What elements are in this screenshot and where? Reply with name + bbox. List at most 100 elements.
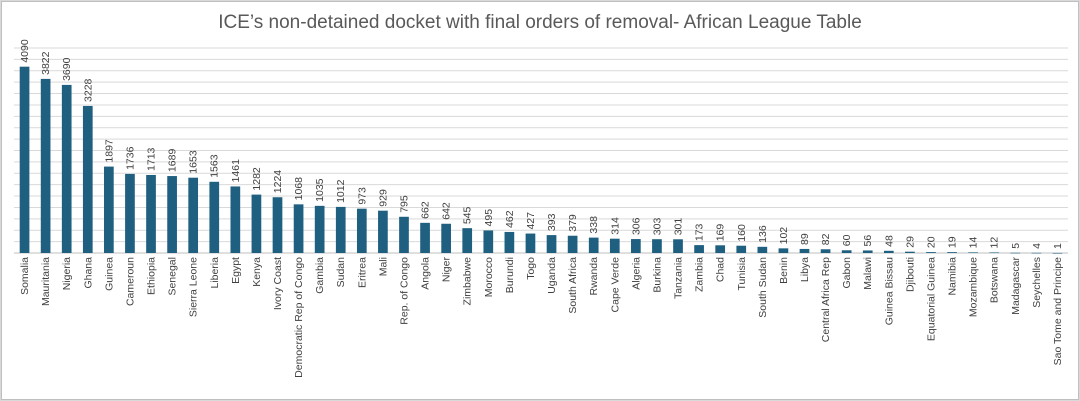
bar (736, 245, 747, 253)
category-label: Djibouti (904, 257, 916, 292)
category-label: Mozambique (968, 257, 980, 317)
category-label: Guinea (103, 257, 115, 291)
category-label: Democratic Rep of Congo (293, 257, 305, 378)
gridlines (14, 47, 1068, 254)
bar (209, 181, 220, 253)
data-label: 1713 (146, 147, 158, 171)
bar (82, 105, 93, 254)
bar (715, 245, 726, 253)
data-label: 4 (1031, 243, 1043, 249)
category-label: Senegal (167, 257, 179, 296)
category-label: Sao Tome and Principe (1052, 257, 1064, 366)
bar (905, 251, 915, 253)
category-label: Liberia (209, 257, 221, 289)
bar (462, 228, 473, 253)
bar (947, 252, 957, 253)
bar (968, 252, 978, 253)
bar (188, 177, 199, 253)
data-label: 1 (1052, 243, 1064, 249)
data-label: 1224 (272, 170, 284, 194)
bar (652, 239, 662, 253)
bar (19, 66, 30, 253)
bar (673, 239, 683, 253)
bar (146, 174, 156, 253)
data-label: 427 (525, 212, 537, 230)
data-label: 1563 (209, 154, 221, 178)
data-label: 393 (546, 213, 558, 231)
data-label: 1653 (188, 150, 200, 174)
bar (293, 204, 304, 253)
category-label: Malawi (862, 257, 874, 290)
bar (420, 222, 430, 253)
data-label: 20 (925, 236, 937, 248)
chart-title: ICE’s non-detained docket with final ord… (218, 12, 862, 33)
data-label: 60 (841, 234, 853, 246)
category-label: Zimbabwe (462, 257, 474, 306)
data-label: 3690 (61, 57, 73, 81)
data-label: 462 (504, 210, 516, 228)
category-label: Central Africa Rep (820, 257, 832, 342)
category-label: Togo (525, 257, 537, 280)
data-label: 1012 (335, 179, 347, 203)
category-label: Sierra Leone (188, 257, 200, 317)
data-label: 314 (609, 217, 621, 235)
category-label: Ivory Coast (272, 257, 284, 310)
bar (694, 245, 704, 253)
bar (820, 249, 831, 253)
data-label: 173 (694, 223, 706, 241)
category-label: Ethiopia (146, 257, 158, 295)
category-label: Zambia (694, 257, 706, 292)
data-label: 1282 (251, 167, 263, 191)
bar (1052, 252, 1063, 254)
data-label: 1068 (293, 177, 305, 201)
data-label: 1736 (124, 146, 136, 170)
category-label: Madagascar (1010, 256, 1022, 314)
data-label: 379 (567, 214, 579, 232)
data-label: 1689 (167, 149, 179, 173)
category-label: Equatorial Guinea (925, 257, 937, 341)
data-label: 795 (398, 195, 410, 213)
category-label: Libya (799, 257, 811, 282)
bar (609, 238, 620, 253)
category-labels: Somalia Mauritania Nigeria Ghana Guinea Camer… (19, 256, 1064, 377)
category-label: Namibia (947, 257, 959, 296)
category-label: Kenya (251, 257, 263, 287)
bar (230, 186, 241, 253)
data-label: 14 (968, 237, 980, 249)
category-label: Benin (778, 257, 790, 284)
category-label: Eritrea (356, 257, 368, 288)
data-label: 1897 (103, 139, 115, 163)
category-label: Tanzania (673, 257, 685, 299)
bar (799, 248, 810, 253)
data-label: 160 (736, 224, 748, 242)
category-label: Somalia (19, 257, 31, 295)
bar (989, 252, 1000, 254)
category-label: Nigeria (61, 257, 73, 290)
data-label: 89 (799, 233, 811, 245)
category-label: Burkina (651, 257, 663, 293)
data-label: 12 (989, 237, 1001, 249)
data-label: 973 (356, 187, 368, 205)
category-label: Mali (377, 257, 389, 276)
bar (546, 235, 557, 253)
data-label: 338 (588, 216, 600, 234)
bar (757, 246, 768, 253)
bar (504, 231, 515, 253)
category-label: Gabon (841, 257, 853, 289)
bar (125, 173, 135, 253)
bar (441, 223, 451, 253)
category-label: Mauritania (40, 257, 52, 306)
bar (1010, 252, 1021, 254)
data-label: 3228 (82, 78, 94, 102)
bar (883, 250, 894, 253)
category-label: Uganda (546, 257, 558, 294)
bar (588, 237, 599, 253)
category-label: Guinea Bissau (883, 257, 895, 325)
bar (335, 206, 346, 253)
data-label: 1461 (230, 159, 242, 183)
data-label: 19 (947, 236, 959, 248)
category-label: Sudan (335, 257, 347, 288)
category-label: Cape Verde (609, 257, 621, 313)
category-label: Morocco (483, 257, 495, 297)
